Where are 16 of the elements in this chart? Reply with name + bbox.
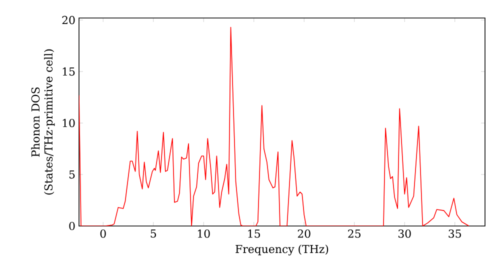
x-axis-title: Frequency (THz) [236, 244, 328, 256]
line-series [79, 26, 470, 226]
x-tick-label: 30 [398, 230, 411, 238]
y-tick-label: 10 [62, 118, 75, 128]
x-tick-label: 15 [248, 230, 260, 238]
x-tick-label: 0 [100, 230, 106, 238]
y-tick-label: 5 [69, 170, 75, 179]
x-tick-label: 25 [348, 230, 360, 238]
x-tick-label: 35 [448, 230, 461, 238]
y-axis-title: Phonon DOS (States/THz·primitive cell) [31, 49, 55, 195]
x-tick-label: 20 [298, 230, 310, 238]
y-tick-label: 15 [62, 67, 75, 76]
y-tick-label: 0 [69, 222, 75, 230]
y-tick-label: 20 [62, 16, 75, 24]
x-tick-label: 5 [150, 230, 156, 238]
x-tick-label: 10 [198, 230, 210, 238]
